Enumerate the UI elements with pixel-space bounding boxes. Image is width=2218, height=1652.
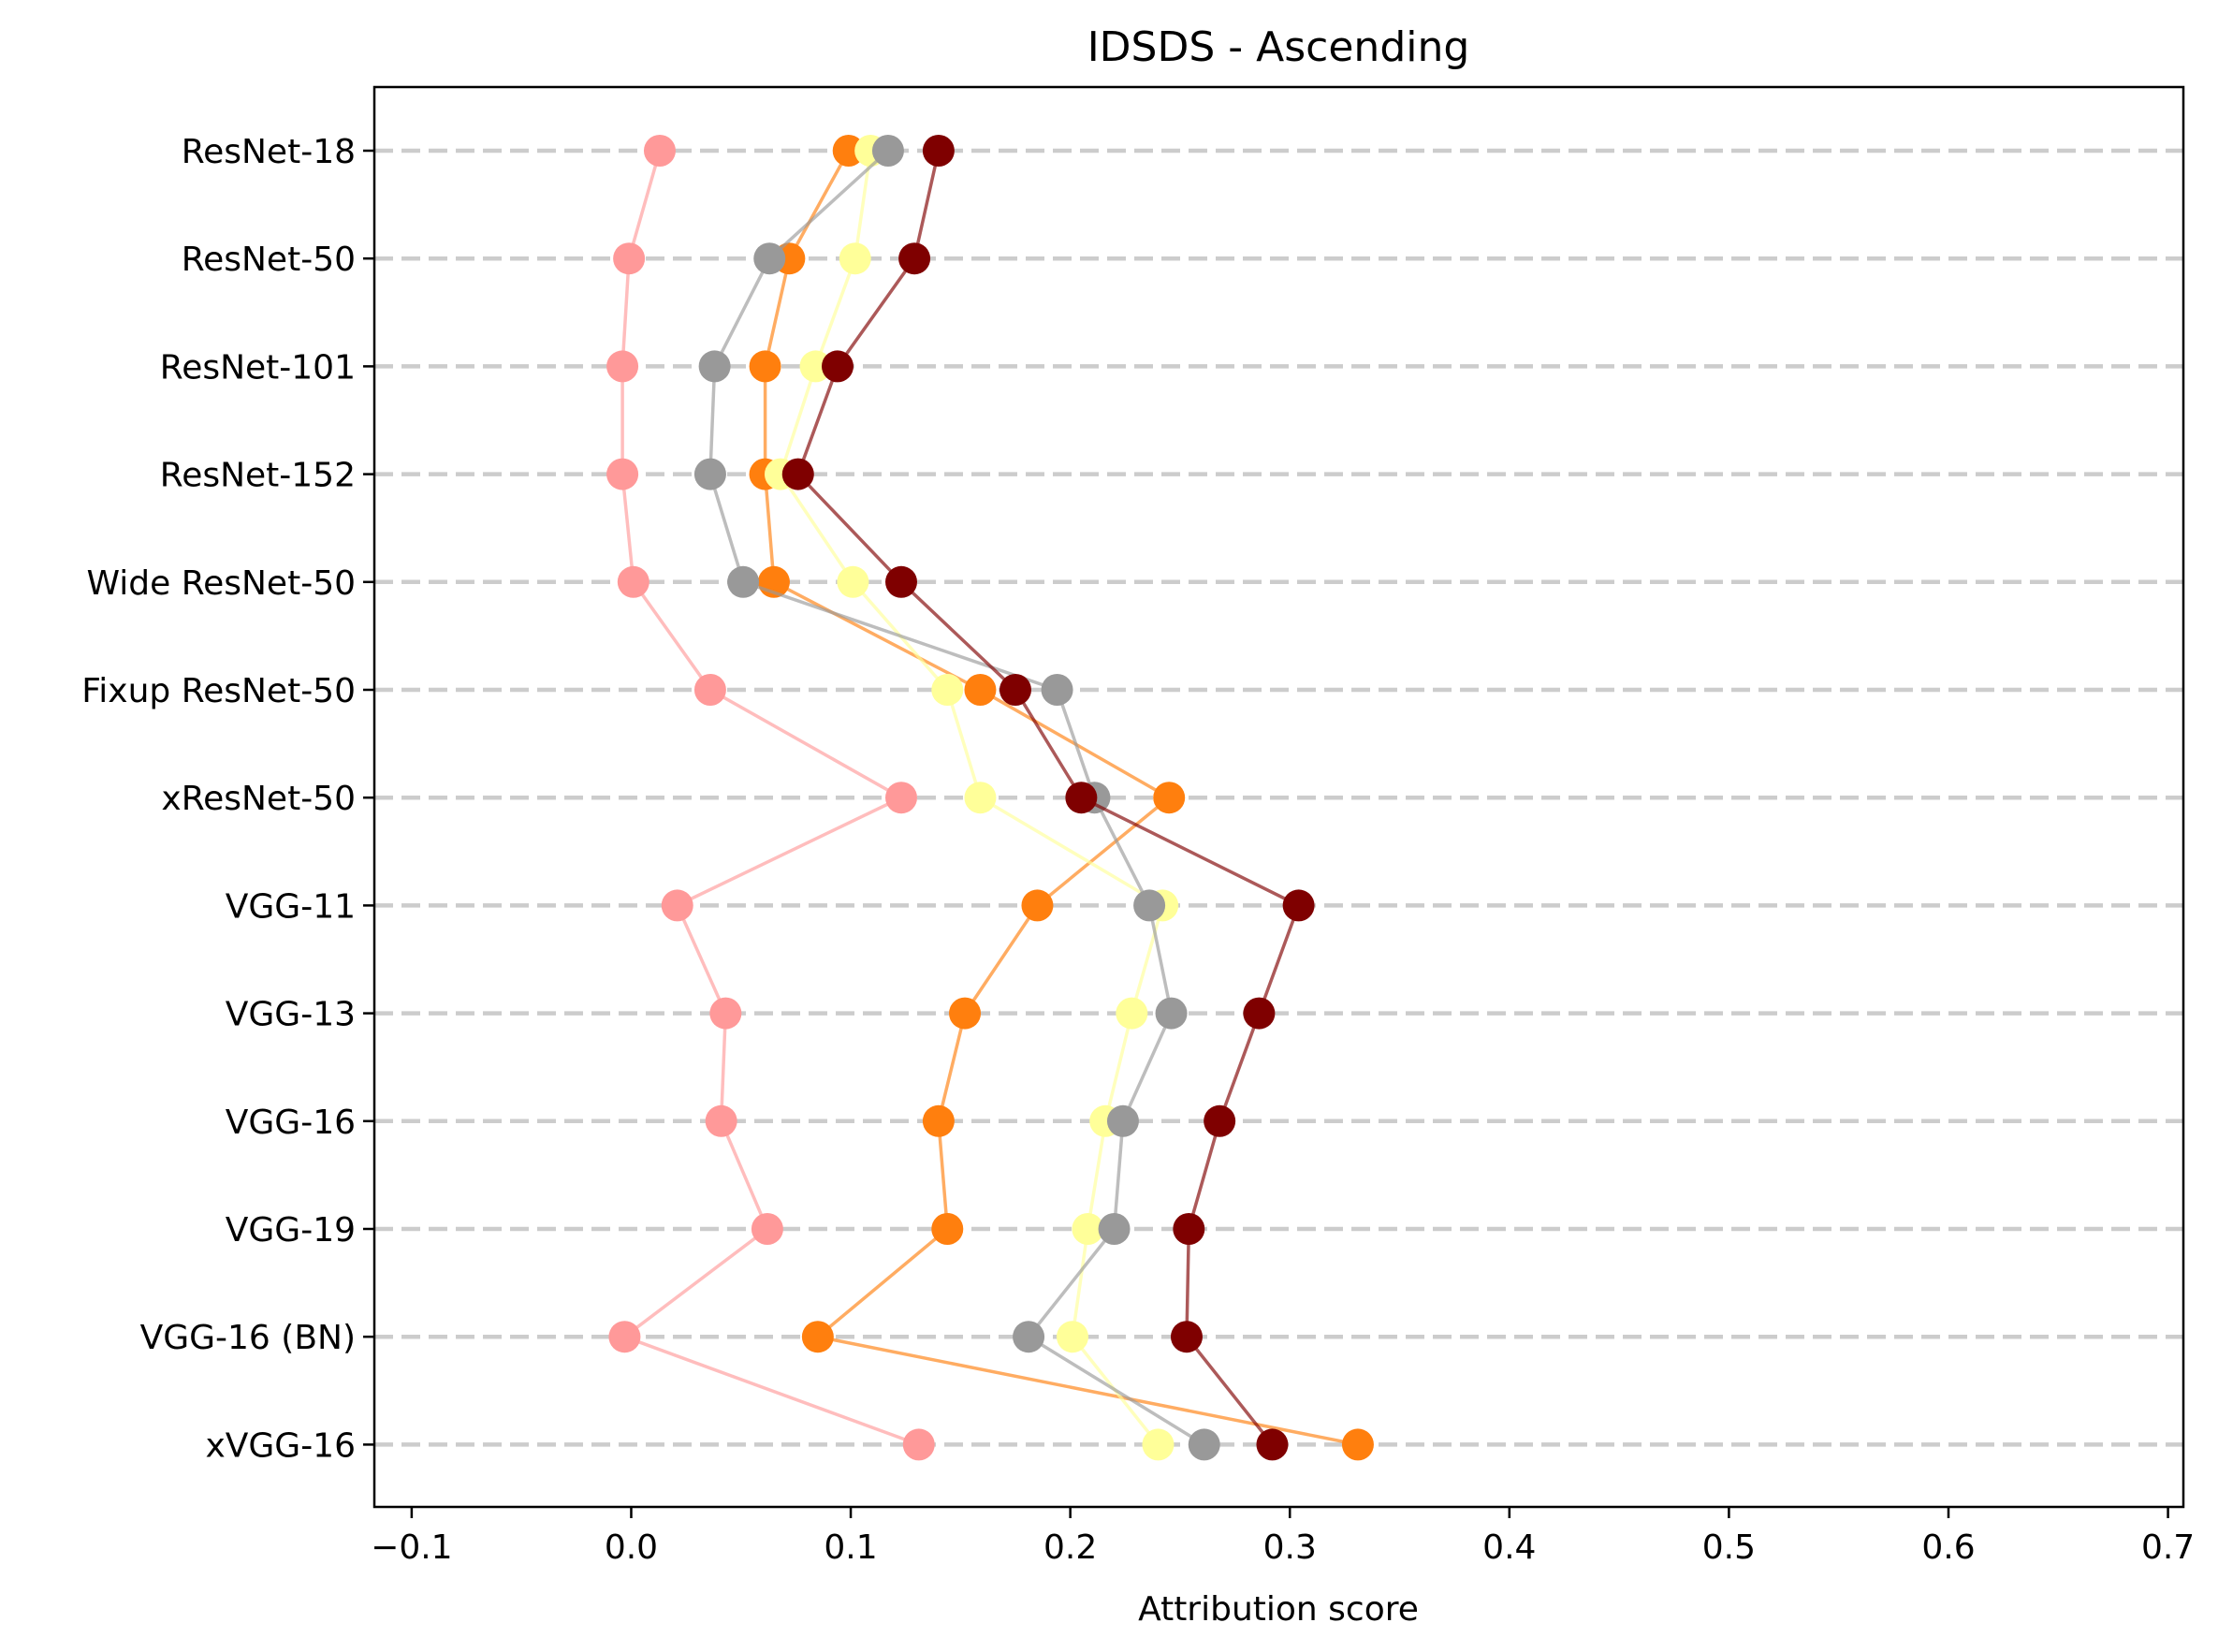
data-point [902,1428,935,1461]
data-point [821,350,854,383]
data-point [1065,782,1098,814]
data-point [885,782,918,814]
series-5 [781,135,1315,1461]
y-tick-label: ResNet-18 [182,133,356,171]
data-point [606,350,639,383]
data-point [999,674,1031,706]
series-layer [606,135,1374,1461]
x-tick-label: 0.5 [1702,1528,1756,1567]
data-point [606,458,639,490]
data-point [1243,997,1276,1030]
data-point [613,242,646,275]
data-point [693,674,726,706]
data-point [749,350,781,383]
x-tick-label: −0.1 [371,1528,452,1567]
data-point [1282,889,1315,922]
data-point [1072,1213,1104,1245]
data-point [1256,1428,1289,1461]
data-point [839,242,871,275]
x-tick-label: 0.0 [605,1528,658,1567]
y-tick-label: VGG-16 [226,1104,356,1142]
data-point [871,135,904,167]
data-point [617,565,649,598]
data-point [1021,889,1054,922]
data-point [753,242,786,275]
data-point [709,997,742,1030]
data-point [643,135,676,167]
y-tick-label: xResNet-50 [161,780,356,818]
data-point [751,1213,783,1245]
data-point [1170,1321,1203,1353]
data-point [898,242,931,275]
data-point [931,674,964,706]
data-point [1204,1104,1236,1137]
data-point [1041,674,1073,706]
data-point [949,997,982,1030]
data-point [801,1321,834,1353]
y-tick-label: VGG-11 [226,887,356,926]
x-tick-label: 0.2 [1043,1528,1097,1567]
data-point [922,135,955,167]
y-tick-label: VGG-19 [226,1211,356,1250]
y-tick-label: VGG-13 [226,996,356,1034]
data-point [1153,782,1186,814]
data-point [1056,1321,1088,1353]
data-point [964,782,997,814]
x-tick-label: 0.7 [2141,1528,2195,1567]
y-tick-label: ResNet-50 [182,241,356,279]
y-tick-label: Wide ResNet-50 [86,564,356,603]
x-axis: −0.1 0.0 0.1 0.2 0.3 0.4 0.5 0.6 0.7 [371,1507,2195,1567]
y-tick-label: ResNet-101 [160,348,356,387]
data-point [705,1104,737,1137]
y-tick-label: Fixup ResNet-50 [81,672,356,710]
data-point [1133,889,1166,922]
data-point [1188,1428,1220,1461]
data-point [781,458,814,490]
data-point [837,565,869,598]
y-tick-label: VGG-16 (BN) [140,1319,356,1357]
y-axis: ResNet-18 ResNet-50 ResNet-101 ResNet-152 Wi… [81,133,374,1465]
data-point [799,350,832,383]
data-point [661,889,693,922]
gridlines [374,148,2183,1447]
data-point [1341,1428,1374,1461]
data-point [727,565,760,598]
data-point [922,1104,955,1137]
x-tick-label: 0.4 [1482,1528,1536,1567]
x-tick-label: 0.1 [824,1528,877,1567]
data-point [832,135,865,167]
data-point [698,350,731,383]
chart-title: IDSDS - Ascending [1087,23,1470,71]
x-tick-label: 0.3 [1263,1528,1317,1567]
data-point [1116,997,1148,1030]
x-tick-label: 0.6 [1921,1528,1975,1567]
data-point [1098,1213,1131,1245]
data-point [964,674,997,706]
y-tick-label: xVGG-16 [205,1426,356,1465]
data-point [931,1213,964,1245]
data-point [608,1321,641,1353]
data-point [885,565,918,598]
y-tick-label: ResNet-152 [160,457,356,495]
x-axis-label: Attribution score [1138,1590,1419,1629]
data-point [1142,1428,1175,1461]
data-point [1013,1321,1045,1353]
series-1 [606,135,935,1461]
data-point [1155,997,1188,1030]
data-point [1106,1104,1139,1137]
data-point [693,458,726,490]
data-point [1173,1213,1205,1245]
